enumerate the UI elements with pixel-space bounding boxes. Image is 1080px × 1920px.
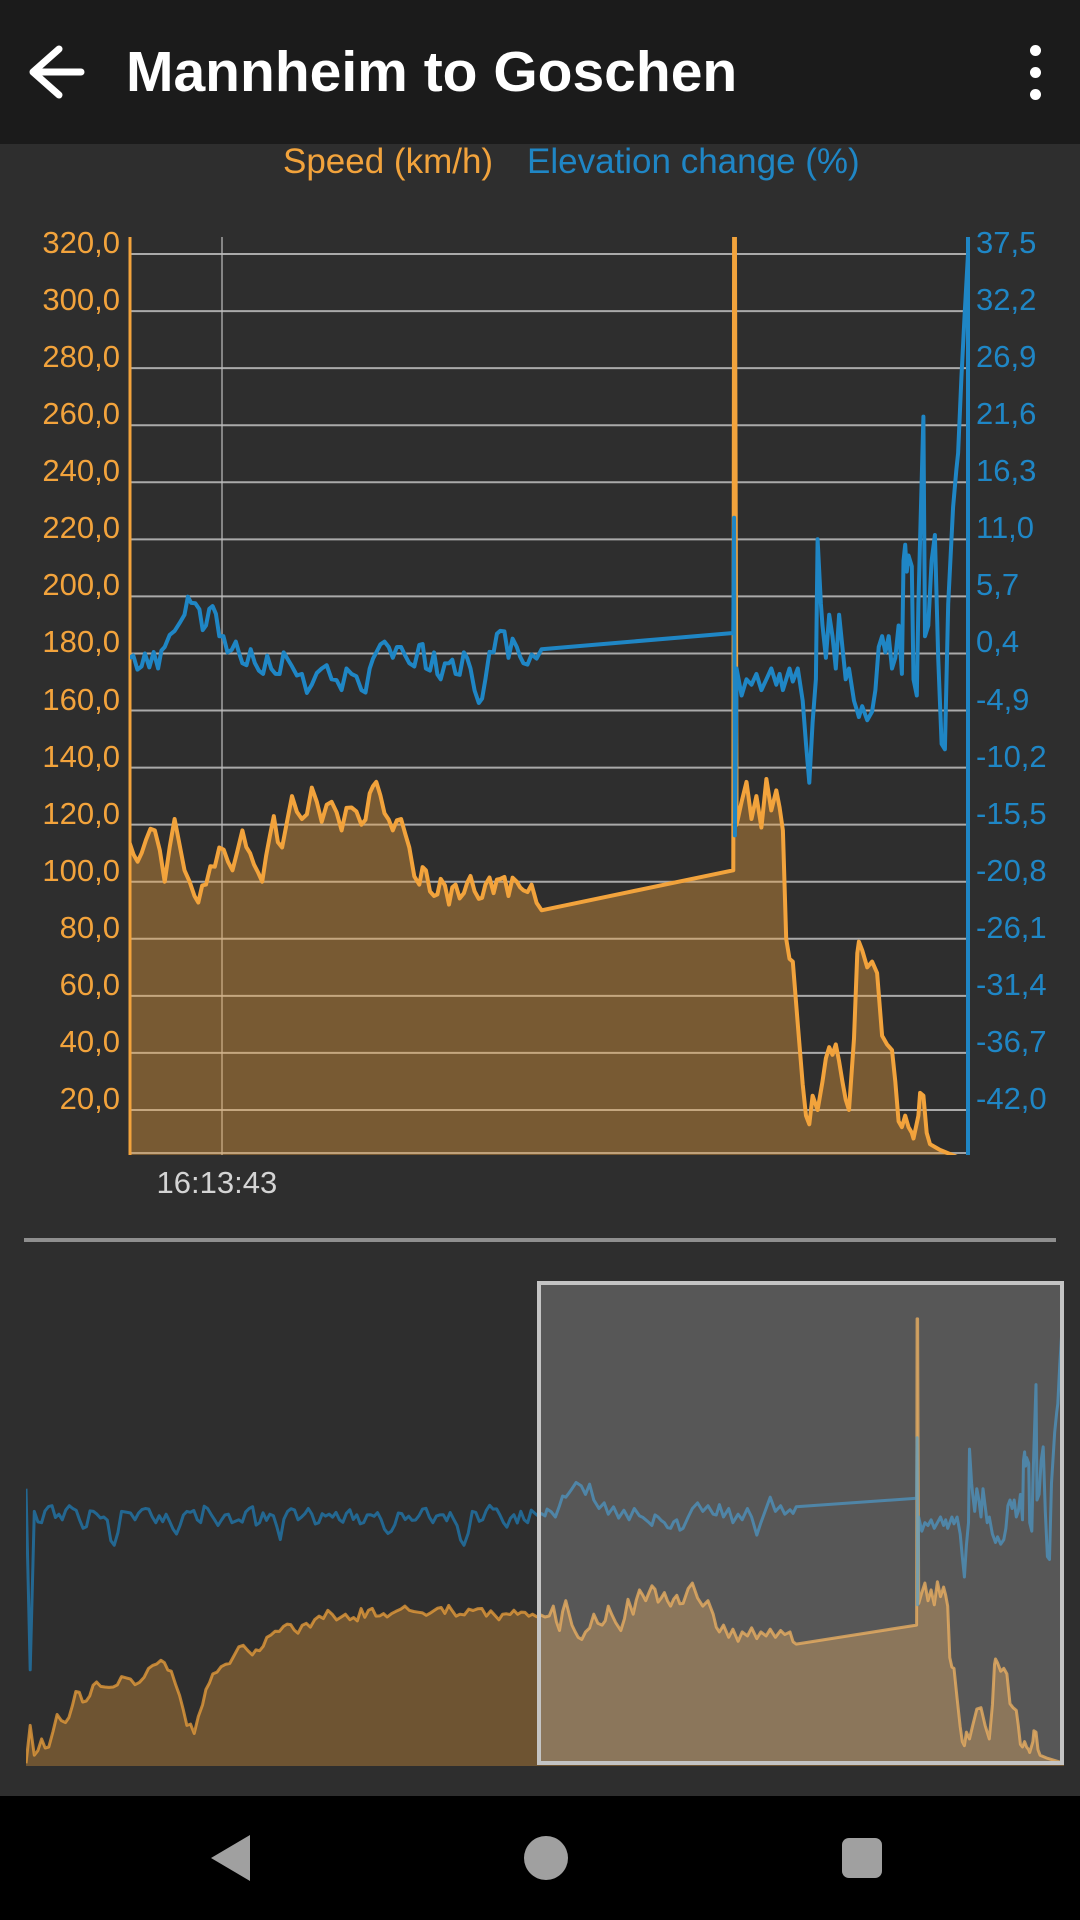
arrow-left-icon (29, 45, 85, 99)
y-axis-tick-label: 5,7 (976, 567, 1020, 603)
y-axis-tick-label: 21,6 (976, 396, 1037, 432)
y-axis-tick-label: -42,0 (976, 1081, 1047, 1116)
triangle-left-icon (210, 1835, 250, 1881)
y-axis-tick-label: 32,2 (976, 282, 1037, 318)
y-axis-tick-label: 80,0 (59, 909, 120, 945)
app-bar: Mannheim to Goschen (0, 0, 1080, 144)
page-title: Mannheim to Goschen (126, 40, 738, 104)
nav-home-button[interactable] (466, 1796, 626, 1920)
y-axis-tick-label: -4,9 (976, 681, 1030, 717)
y-axis-tick-label: 140,0 (42, 738, 120, 774)
y-axis-tick-label: 240,0 (42, 453, 120, 489)
nav-recents-button[interactable] (782, 1796, 942, 1920)
android-nav-bar (0, 1796, 1080, 1920)
y-axis-tick-label: 0,4 (976, 624, 1020, 660)
y-axis-tick-label: 16,3 (976, 453, 1037, 489)
selection-window[interactable] (537, 1281, 1064, 1765)
y-axis-tick-label: 40,0 (59, 1023, 120, 1059)
y-axis-tick-label: 60,0 (59, 966, 120, 1002)
y-axis-tick-label: 100,0 (42, 852, 120, 888)
y-axis-tick-label: 200,0 (42, 567, 120, 603)
nav-back-button[interactable] (150, 1796, 310, 1920)
y-axis-tick-label: 11,0 (976, 510, 1035, 546)
y-axis-tick-label: -31,4 (976, 966, 1047, 1002)
main-chart-plot[interactable] (130, 237, 968, 1155)
circle-icon (524, 1836, 568, 1880)
y-axis-tick-label: 20,0 (59, 1081, 120, 1116)
y-axis-tick-label: 280,0 (42, 339, 120, 375)
x-axis-time-label: 16:13:43 (156, 1165, 278, 1200)
legend: Speed (km/h) Elevation change (%) (0, 142, 1080, 188)
y-axis-tick-label: -10,2 (976, 738, 1047, 774)
overflow-menu-button[interactable] (990, 0, 1080, 144)
y-axis-tick-label: 160,0 (42, 681, 120, 717)
y-axis-tick-label: 26,9 (976, 339, 1037, 375)
back-button[interactable] (0, 0, 104, 144)
vertical-ellipsis-icon (1029, 44, 1041, 100)
legend-item-speed: Speed (km/h) (283, 142, 494, 181)
y-axis-tick-label: 180,0 (42, 624, 120, 660)
y-axis-tick-label: 260,0 (42, 396, 120, 432)
square-icon (842, 1838, 882, 1878)
y-axis-tick-label: 220,0 (42, 510, 120, 546)
divider (24, 1238, 1056, 1242)
y-axis-tick-label: -20,8 (976, 852, 1047, 888)
y-axis-tick-label: -26,1 (976, 909, 1047, 945)
y-axis-tick-label: 120,0 (42, 795, 120, 831)
y-axis-tick-label: -15,5 (976, 795, 1047, 831)
y-axis-tick-label: 37,5 (976, 230, 1037, 260)
y-axis-tick-label: -36,7 (976, 1023, 1047, 1059)
legend-item-elevation: Elevation change (%) (527, 142, 860, 181)
y-axis-tick-label: 320,0 (42, 230, 120, 260)
y-axis-tick-label: 300,0 (42, 282, 120, 318)
